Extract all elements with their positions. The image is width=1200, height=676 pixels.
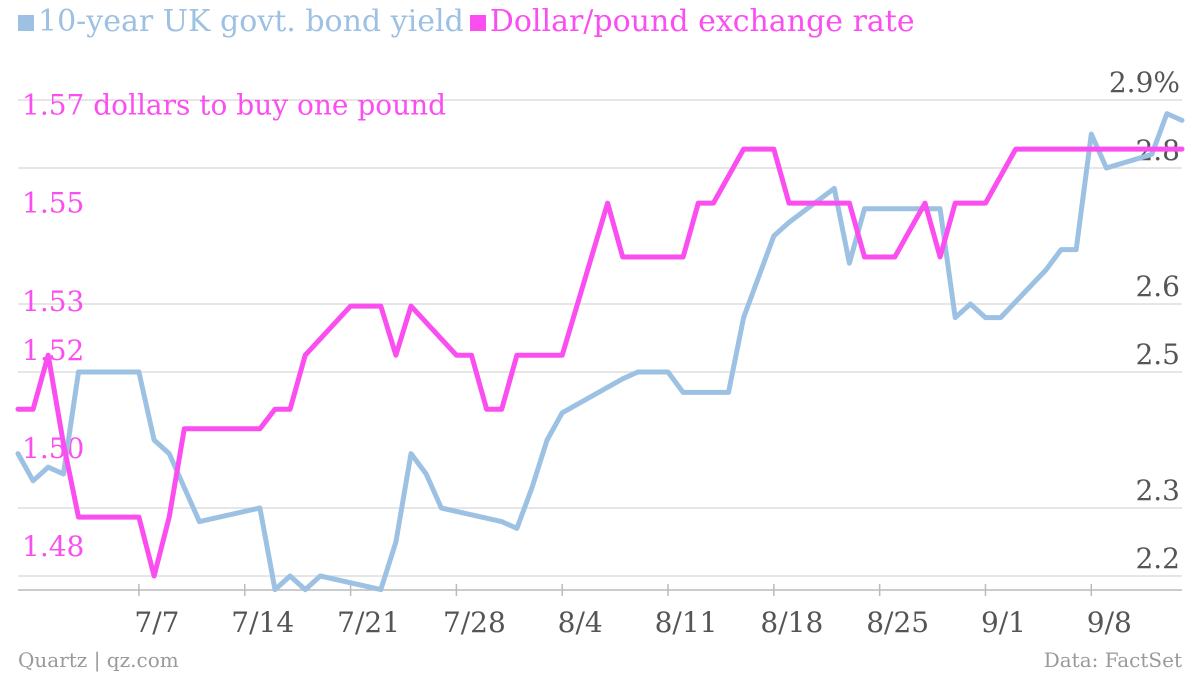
footer-source-left: Quartz | qz.com (18, 648, 179, 672)
right-tick-label-5: 2.2 (1135, 542, 1180, 575)
legend-item-bond-yield: 10-year UK govt. bond yield (18, 4, 464, 39)
left-tick-label-4: 1.50 (22, 432, 84, 465)
series-line-0 (15, 111, 1185, 593)
right-axis-labels: 2.9%2.82.62.52.32.2 (1109, 66, 1180, 575)
left-tick-label-0: 1.57 dollars to buy one pound (22, 89, 446, 122)
right-tick-label-2: 2.6 (1135, 270, 1180, 303)
x-tick-label-5: 8/11 (655, 606, 718, 639)
x-tick-label-6: 8/18 (760, 606, 823, 639)
x-tick-label-2: 7/21 (337, 606, 400, 639)
legend-swatch-exchange-rate (469, 14, 486, 31)
x-tick-label-9: 9/8 (1087, 606, 1132, 639)
legend-item-exchange-rate: Dollar/pound exchange rate (469, 4, 915, 39)
left-tick-label-3: 1.52 (22, 334, 84, 367)
right-tick-label-3: 2.5 (1135, 338, 1180, 371)
x-tick-label-4: 8/4 (558, 606, 603, 639)
left-tick-label-2: 1.53 (22, 285, 84, 318)
x-tick-label-8: 9/1 (981, 606, 1026, 639)
right-tick-label-0: 2.9% (1109, 66, 1180, 99)
x-axis: 7/7 7/14 7/21 7/28 8/4 8/11 8/18 8/25 9/1 9/8 (18, 584, 1182, 639)
legend-label-exchange-rate: Dollar/pound exchange rate (489, 4, 915, 39)
left-tick-label-1: 1.55 (22, 187, 84, 220)
footer-source-right: Data: FactSet (1043, 648, 1182, 672)
right-tick-label-4: 2.3 (1135, 474, 1180, 507)
series-line-1 (15, 146, 1185, 579)
x-tick-label-7: 8/25 (866, 606, 929, 639)
legend-label-bond-yield: 10-year UK govt. bond yield (38, 4, 464, 39)
gridlines (18, 99, 1182, 577)
legend: 10-year UK govt. bond yield Dollar/pound… (18, 4, 921, 39)
series-lines (15, 111, 1185, 593)
legend-swatch-bond-yield (18, 14, 34, 31)
x-tick-label-3: 7/28 (443, 606, 506, 639)
left-axis-labels: 1.57 dollars to buy one pound 1.55 1.53 1.5… (22, 89, 446, 564)
x-tick-label-0: 7/7 (134, 606, 179, 639)
left-tick-label-5: 1.48 (22, 530, 84, 563)
x-tick-label-1: 7/14 (231, 606, 294, 639)
